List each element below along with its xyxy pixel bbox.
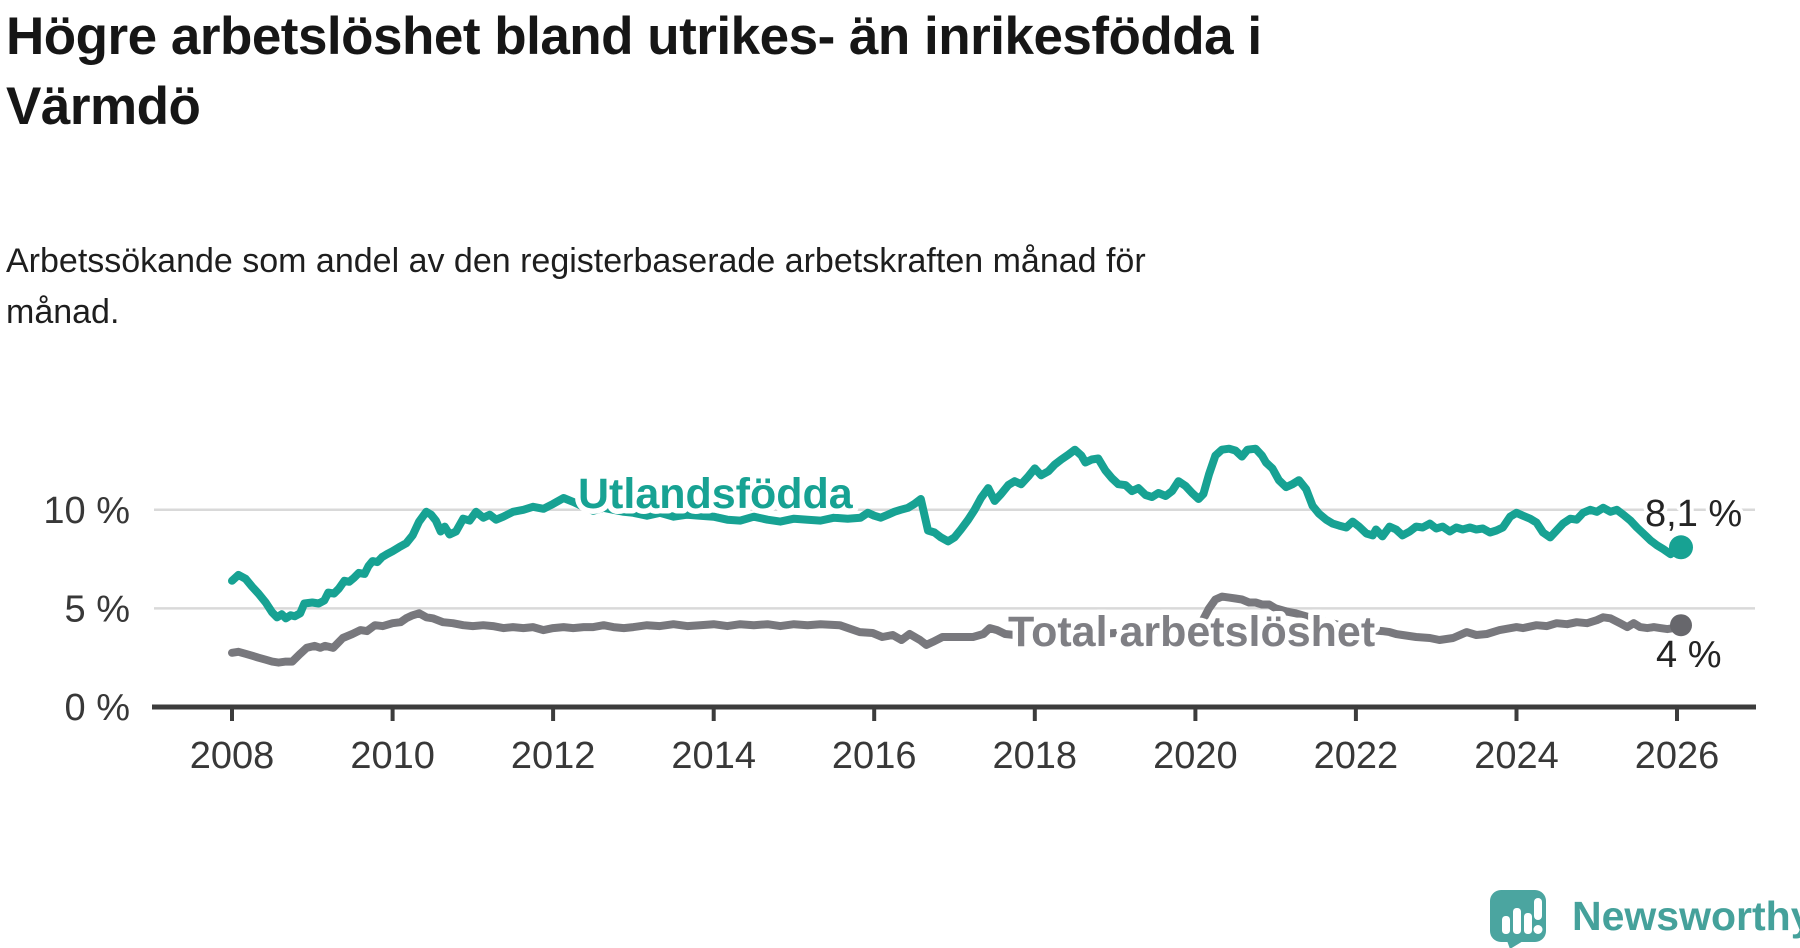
x-tick-label: 2016 xyxy=(832,735,917,777)
x-tick-label: 2026 xyxy=(1635,735,1720,777)
gridlines xyxy=(154,508,1755,610)
series-line-total-arbetsl-shet xyxy=(228,592,1681,667)
x-tick-label: 2018 xyxy=(993,735,1078,777)
y-tick-label: 10 % xyxy=(43,490,130,532)
subtitle-line-1: Arbetssökande som andel av den registerb… xyxy=(6,242,1146,280)
series-label-utlandsfodda: Utlandsfödda xyxy=(578,470,854,518)
x-tick-label: 2024 xyxy=(1474,735,1559,777)
newsworthy-brand-text: Newsworthy xyxy=(1572,893,1800,939)
y-tick-label: 0 % xyxy=(65,687,130,729)
x-tick-label: 2012 xyxy=(511,735,596,777)
x-tick-label: 2022 xyxy=(1314,735,1399,777)
axis-tick-labels: 0 % 5 % 10 % 2008 2010 2012 2014 2016 2018 2020 20… xyxy=(43,490,1719,777)
y-tick-label: 5 % xyxy=(65,588,130,630)
end-value-label-total: 4 % xyxy=(1656,634,1721,676)
x-axis xyxy=(152,704,1756,721)
title-line-1: Högre arbetslöshet bland utrikes- än inr… xyxy=(6,7,1262,66)
x-tick-label: 2014 xyxy=(671,735,756,777)
x-tick-label: 2020 xyxy=(1153,735,1238,777)
series-lines xyxy=(228,444,1681,667)
series-line-utlandsf-dda xyxy=(228,444,1681,623)
newsworthy-logo: Newsworthy xyxy=(1490,890,1800,948)
series-label-total-arbetsloshet: Total arbetslöshet xyxy=(1008,608,1375,656)
chart-subtitle: Arbetssökande som andel av den registerb… xyxy=(6,236,1146,338)
end-value-label-utlandsfodda: 8,1 % xyxy=(1645,493,1742,535)
end-dot-utlandsfodda xyxy=(1669,535,1693,560)
series-end-dots xyxy=(1669,535,1693,637)
end-dot-total xyxy=(1670,614,1692,637)
title-line-2: Värmdö xyxy=(6,77,201,136)
x-tick-label: 2008 xyxy=(190,735,275,777)
chart-title: Högre arbetslöshet bland utrikes- än inr… xyxy=(6,2,1262,142)
subtitle-line-2: månad. xyxy=(6,293,120,331)
x-tick-label: 2010 xyxy=(350,735,435,777)
newsworthy-logo-icon xyxy=(1490,890,1546,948)
